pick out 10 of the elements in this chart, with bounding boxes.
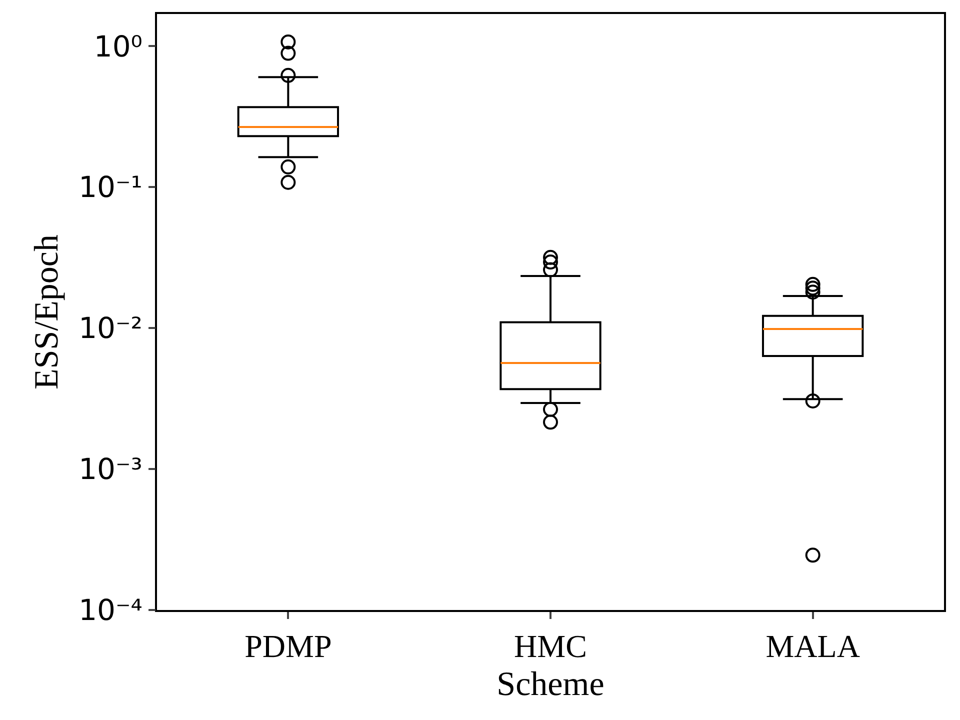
x-tick-label: HMC — [514, 628, 587, 664]
y-tick-label: 10⁻¹ — [78, 170, 142, 204]
x-tick-label: MALA — [766, 628, 860, 664]
y-tick-label: 10⁻⁴ — [78, 593, 142, 628]
y-tick-label: 10⁰ — [94, 29, 142, 64]
y-tick-label: 10⁻³ — [78, 452, 142, 486]
x-axis-title: Scheme — [496, 666, 604, 703]
x-tick-label: PDMP — [244, 628, 332, 664]
y-tick-label: 10⁻² — [78, 311, 142, 346]
y-axis-title: ESS/Epoch — [28, 234, 66, 390]
